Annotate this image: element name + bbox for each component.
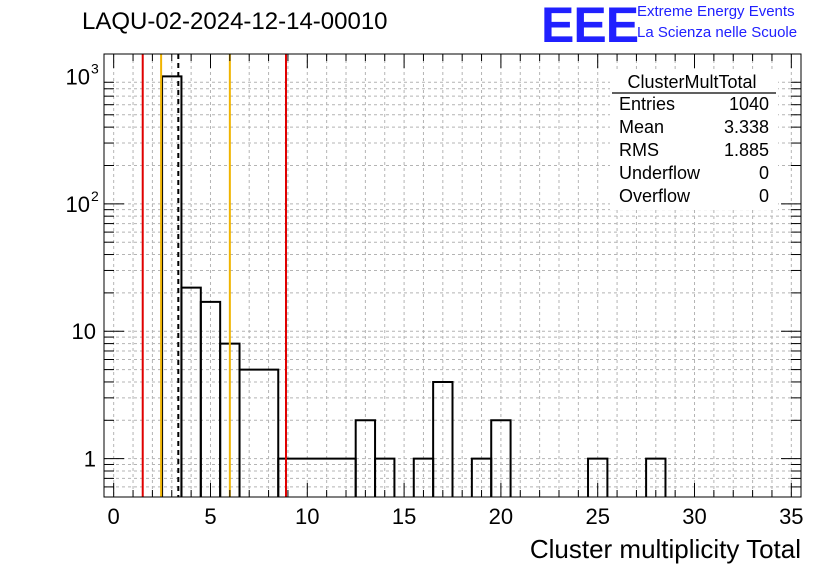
- histogram-bin: [587, 457, 609, 497]
- y-tick-label: 10: [72, 319, 96, 344]
- plot-frame: [103, 53, 802, 498]
- marker-lines: [141, 54, 287, 497]
- x-tick-label: 10: [295, 504, 319, 529]
- x-tick-label: 35: [779, 504, 803, 529]
- eee-logo: EEE: [541, 0, 639, 53]
- chart-title: LAQU-02-2024-12-14-00010: [82, 8, 388, 35]
- stats-value: 3.338: [724, 117, 769, 137]
- stats-value: 0: [759, 186, 769, 206]
- histogram-bin: [432, 380, 454, 497]
- stats-label: Entries: [619, 94, 675, 114]
- stats-value: 1040: [729, 94, 769, 114]
- histogram: [161, 75, 667, 497]
- x-tick-label: 0: [108, 504, 120, 529]
- x-tick-label: 20: [489, 504, 513, 529]
- y-tick-label: 10: [66, 64, 90, 89]
- histogram-bin: [645, 457, 667, 497]
- x-tick-label: 25: [585, 504, 609, 529]
- histogram-bin: [374, 457, 396, 497]
- logo-line-2: La Scienza nelle Scuole: [637, 24, 798, 41]
- x-tick-label: 5: [204, 504, 216, 529]
- histogram-bin: [490, 419, 512, 497]
- y-tick-label: 1: [84, 447, 96, 472]
- stats-label: Underflow: [619, 163, 701, 183]
- stats-label: Mean: [619, 117, 664, 137]
- stats-title: ClusterMultTotal: [627, 72, 756, 92]
- stats-value: 0: [759, 163, 769, 183]
- x-tick-label: 30: [682, 504, 706, 529]
- stats-label: Overflow: [619, 186, 691, 206]
- y-tick-label: 10: [66, 192, 90, 217]
- y-tick-exponent: 3: [91, 60, 99, 76]
- x-tick-label: 15: [392, 504, 416, 529]
- y-tick-exponent: 2: [91, 188, 99, 204]
- x-axis-label: Cluster multiplicity Total: [530, 534, 801, 564]
- logo-line-1: Extreme Energy Events: [637, 3, 795, 20]
- histogram-bin: [238, 368, 280, 497]
- stats-value: 1.885: [724, 140, 769, 160]
- stats-box: ClusterMultTotal Entries 1040 Mean 3.338 RMS…: [610, 70, 778, 210]
- stats-label: RMS: [619, 140, 659, 160]
